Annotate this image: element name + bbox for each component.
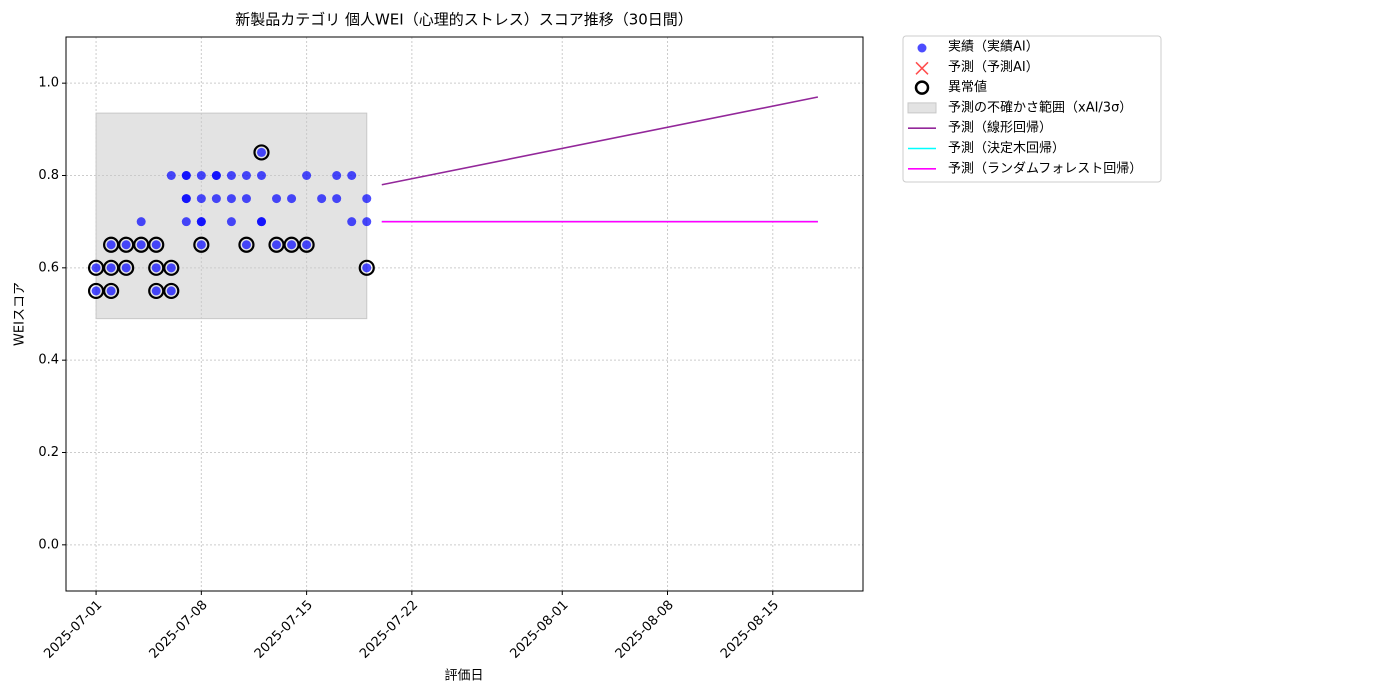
data-point [317, 194, 327, 204]
y-tick-label: 0.0 [38, 537, 59, 552]
x-tick-label: 2025-07-08 [147, 598, 211, 662]
data-point [166, 171, 176, 180]
data-point [196, 217, 206, 227]
anomaly [148, 236, 165, 253]
data-point [347, 217, 357, 227]
y-axis-label: WEIスコア [13, 282, 28, 346]
data-point [136, 217, 146, 227]
legend-box [902, 35, 1162, 183]
legend-marker [914, 80, 930, 95]
prediction-line [381, 96, 819, 186]
legend-label: 予測の不確かさ範囲（xAI/3σ） [948, 99, 1132, 115]
anomaly [253, 144, 270, 161]
legend-marker [915, 61, 929, 75]
anomaly [238, 236, 255, 253]
data-point [287, 194, 297, 204]
x-tick-label: 2025-08-15 [718, 598, 782, 662]
legend-label: 予測（決定木回帰） [948, 140, 1065, 156]
data-point [181, 217, 191, 227]
data-point [121, 263, 131, 273]
x-tick-label: 2025-07-15 [252, 598, 316, 662]
anomaly [103, 282, 120, 300]
plot-frame [65, 36, 864, 592]
data-point [166, 263, 176, 273]
x-axis-label: 評価日 [444, 669, 483, 684]
data-point [196, 240, 206, 250]
data-point [332, 171, 342, 180]
data-point [151, 263, 161, 273]
data-point [287, 240, 297, 250]
data-point [241, 240, 251, 250]
legend-label: 予測（ランダムフォレスト回帰） [948, 160, 1142, 176]
data-point [226, 194, 236, 204]
data-point [121, 240, 131, 250]
data-point [272, 194, 282, 204]
data-point [226, 217, 236, 227]
x-tick-label: 2025-08-01 [508, 598, 572, 662]
data-point [151, 240, 161, 250]
anomaly [358, 259, 375, 276]
data-point [91, 286, 101, 296]
anomaly [163, 282, 180, 300]
y-tick-label: 0.4 [38, 353, 59, 368]
x-tick-label: 2025-07-22 [357, 598, 421, 662]
anomaly [193, 236, 210, 253]
legend-marker [917, 43, 927, 53]
data-point [181, 171, 191, 180]
uncertainty-band [95, 112, 368, 320]
legend-label: 実績（実績AI） [948, 39, 1039, 55]
y-tick-label: 0.8 [38, 168, 59, 183]
anomaly [118, 259, 135, 276]
data-point [151, 286, 161, 296]
data-point [302, 240, 312, 250]
anomaly [298, 236, 315, 253]
data-point [226, 171, 236, 180]
data-point [181, 194, 191, 204]
data-point [91, 263, 101, 273]
data-point [106, 240, 116, 250]
data-point [256, 217, 266, 227]
legend-marker [907, 102, 937, 114]
data-point [302, 171, 312, 180]
legend-label: 予測（予測AI） [948, 60, 1039, 75]
data-point [362, 217, 372, 227]
legend-label: 予測（線形回帰） [948, 120, 1052, 136]
data-point [256, 147, 266, 157]
data-point [362, 263, 372, 273]
data-point [332, 194, 342, 204]
data-point [196, 171, 206, 180]
y-tick-label: 0.2 [38, 445, 59, 460]
data-point [136, 240, 146, 250]
data-point [272, 240, 282, 250]
data-point [241, 194, 251, 204]
data-point [241, 171, 251, 180]
x-tick-label: 2025-08-08 [613, 598, 677, 662]
data-point [166, 286, 176, 296]
legend-label: 異常値 [948, 79, 987, 95]
data-point [347, 171, 357, 180]
data-point [106, 286, 116, 296]
x-tick-label: 2025-07-01 [41, 598, 105, 662]
data-point [211, 171, 221, 180]
data-point [106, 263, 116, 273]
data-point [256, 171, 266, 180]
data-point [362, 194, 372, 204]
chart-title: 新製品カテゴリ 個人WEI（心理的ストレス）スコア推移（30日間） [235, 11, 693, 29]
data-point [196, 194, 206, 204]
y-tick-label: 1.0 [38, 76, 59, 91]
y-tick-label: 0.6 [38, 260, 59, 275]
data-point [211, 194, 221, 204]
anomaly [163, 259, 180, 276]
